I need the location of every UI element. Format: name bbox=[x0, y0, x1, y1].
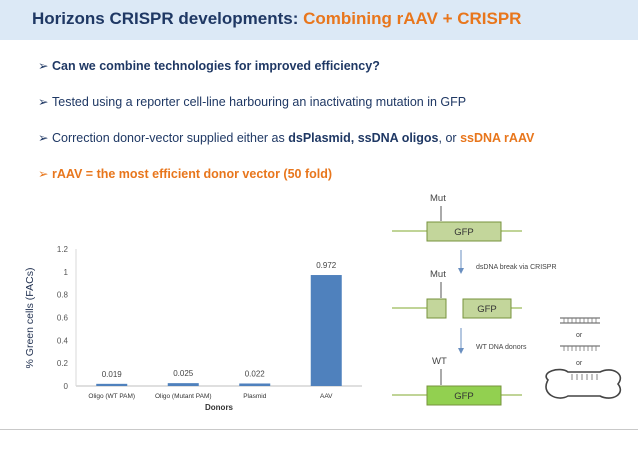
break-text: dsDNA break via CRISPR bbox=[476, 264, 557, 271]
category-label: Plasmid bbox=[243, 393, 267, 400]
gfp-fragment-right bbox=[462, 298, 512, 319]
bar-value-label: 0.972 bbox=[316, 261, 337, 270]
bullet-donor-vector: ➢ Correction donor-vector supplied either… bbox=[38, 130, 534, 145]
gfp-label-top: GFP bbox=[454, 227, 474, 238]
or-label-1: or bbox=[576, 332, 583, 339]
gfp-box-top bbox=[426, 221, 502, 242]
mut-label-mid: Mut bbox=[430, 269, 446, 280]
header-bar bbox=[0, 0, 638, 40]
bullet-donor-pre: Correction donor-vector supplied either … bbox=[52, 131, 289, 145]
bullet-donor-bold: dsPlasmid, ssDNA oligos bbox=[288, 131, 439, 145]
y-tick-label: 0.4 bbox=[57, 336, 69, 345]
bullet-conclusion: ➢ rAAV = the most efficient donor vector … bbox=[38, 166, 332, 181]
bullet-question: ➢ Can we combine technologies for improve… bbox=[38, 58, 380, 73]
arrow-head-2 bbox=[458, 348, 464, 354]
chart-y-ticks: 0 0.2 0.4 0.6 0.8 1 1.2 bbox=[57, 245, 69, 391]
bullet-arrow-icon: ➢ bbox=[38, 95, 49, 109]
bullet-donor-mid: , or bbox=[438, 131, 461, 145]
bar bbox=[96, 383, 128, 386]
bar-value-label: 0.022 bbox=[245, 369, 266, 378]
y-tick-label: 1 bbox=[64, 268, 69, 277]
chart-ylabel: % Green cells (FACs) bbox=[24, 268, 36, 369]
bar-value-label: 0.019 bbox=[102, 370, 123, 379]
wt-label: WT bbox=[432, 356, 447, 367]
aav-donor-icon bbox=[545, 368, 622, 399]
mut-label-top: Mut bbox=[430, 193, 446, 204]
bullet-arrow-icon: ➢ bbox=[38, 131, 49, 145]
gfp-box-bottom bbox=[426, 385, 502, 406]
chart-xlabel: Donors bbox=[205, 403, 234, 412]
bullet-reporter: ➢ Tested using a reporter cell-line harbo… bbox=[38, 94, 466, 109]
donors-text: WT DNA donors bbox=[476, 344, 527, 351]
bullet-arrow-icon: ➢ bbox=[38, 167, 49, 181]
oligo-donor-icon bbox=[560, 317, 600, 324]
gfp-label-bottom: GFP bbox=[454, 391, 474, 402]
gfp-label-mid: GFP bbox=[477, 304, 497, 315]
bar bbox=[239, 383, 271, 386]
title-accent: Combining rAAV + CRISPR bbox=[303, 9, 522, 28]
bullet-conclusion-text: rAAV = the most efficient donor vector (… bbox=[52, 167, 333, 181]
category-label: Oligo (WT PAM) bbox=[88, 393, 135, 400]
bullet-donor-highlight: ssDNA rAAV bbox=[460, 131, 535, 145]
bullet-arrow-icon: ➢ bbox=[38, 59, 49, 73]
chart-categories: Oligo (WT PAM) Oligo (Mutant PAM) Plasmid A… bbox=[88, 393, 333, 400]
chart-bars: 0.019 0.025 0.022 0.972 bbox=[96, 261, 342, 386]
plasmid-donor-icon bbox=[560, 345, 600, 351]
y-tick-label: 1.2 bbox=[57, 245, 69, 254]
gfp-fragment-left bbox=[426, 298, 447, 319]
slide-title: Horizons CRISPR developments: Combining … bbox=[32, 9, 521, 29]
title-main: Horizons CRISPR developments: bbox=[32, 9, 299, 28]
bullet-reporter-text: Tested using a reporter cell-line harbou… bbox=[52, 95, 467, 109]
bullet-question-text: Can we combine technologies for improved… bbox=[52, 59, 380, 73]
footer-divider bbox=[0, 429, 638, 430]
or-label-2: or bbox=[576, 360, 583, 367]
arrow-head-1 bbox=[458, 268, 464, 274]
category-label: AAV bbox=[320, 393, 333, 400]
y-tick-label: 0.6 bbox=[57, 314, 69, 323]
y-tick-label: 0 bbox=[64, 382, 69, 391]
bar bbox=[310, 275, 342, 386]
y-tick-label: 0.8 bbox=[57, 291, 69, 300]
y-tick-label: 0.2 bbox=[57, 359, 69, 368]
bar-value-label: 0.025 bbox=[173, 369, 194, 378]
bar bbox=[167, 383, 199, 386]
category-label: Oligo (Mutant PAM) bbox=[155, 393, 212, 400]
